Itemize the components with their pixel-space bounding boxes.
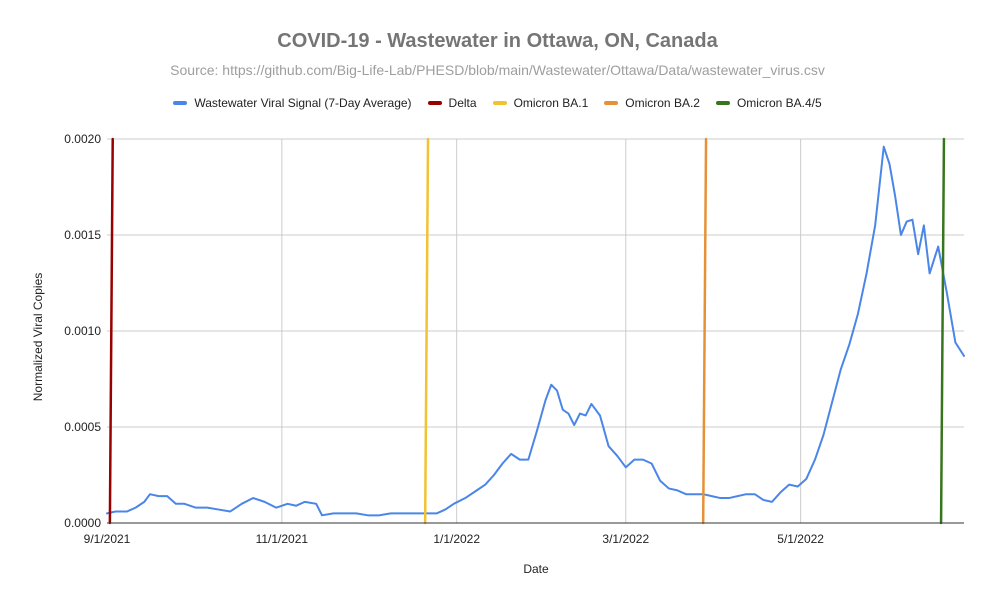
legend-item-omicron-ba-2: Omicron BA.2: [604, 96, 700, 110]
y-tick-label: 0.0000: [64, 516, 101, 530]
y-tick-label: 0.0005: [64, 420, 101, 434]
x-axis-title: Date: [523, 562, 549, 576]
series-line-delta: [108, 137, 114, 525]
legend-swatch: [715, 101, 730, 105]
series-line-wastewater-viral-signal-7-day-average: [106, 145, 965, 517]
x-tick-label: 3/1/2022: [602, 532, 649, 546]
y-tick-label: 0.0015: [64, 228, 101, 242]
axes: 0.0000 0.0005 0.0010 0.0015 0.0020 9/1/2021 11…: [64, 132, 964, 546]
chart-title: COVID-19 - Wastewater in Ottawa, ON, Can…: [277, 30, 718, 52]
legend-item-delta: Delta: [427, 96, 477, 110]
legend-label: Omicron BA.4/5: [736, 96, 822, 110]
legend: Wastewater Viral Signal (7-Day Average) D…: [0, 96, 995, 110]
legend-swatch: [427, 101, 442, 105]
legend-item-omicron-ba-4-5: Omicron BA.4/5: [715, 96, 822, 110]
legend-label: Omicron BA.2: [625, 96, 700, 110]
x-tick-label: 5/1/2022: [777, 532, 824, 546]
legend-label: Wastewater Viral Signal (7-Day Average): [194, 96, 412, 110]
x-tick-label: 9/1/2021: [84, 532, 131, 546]
y-tick-label: 0.0010: [64, 324, 101, 338]
x-tick-label: 11/1/2021: [256, 532, 309, 546]
series-line-omicron-ba-1: [423, 137, 430, 525]
series-layer: [106, 137, 965, 525]
y-axis-title: Normalized Viral Copies: [31, 273, 45, 402]
legend-swatch: [492, 101, 507, 105]
series-line-omicron-ba-4-5: [939, 137, 946, 525]
legend-item-wastewater-viral-signal-7-day-average: Wastewater Viral Signal (7-Day Average): [173, 96, 412, 110]
series-line-omicron-ba-2: [701, 137, 708, 525]
chart-subtitle: Source: https://github.com/Big-Life-Lab/…: [170, 62, 825, 78]
legend-item-omicron-ba-1: Omicron BA.1: [492, 96, 589, 110]
legend-label: Delta: [448, 96, 477, 110]
x-tick-label: 1/1/2022: [433, 532, 480, 546]
y-tick-label: 0.0020: [64, 132, 101, 146]
legend-label: Omicron BA.1: [513, 96, 589, 110]
legend-swatch: [604, 101, 619, 105]
legend-swatch: [173, 101, 188, 105]
gridlines: [107, 138, 964, 523]
